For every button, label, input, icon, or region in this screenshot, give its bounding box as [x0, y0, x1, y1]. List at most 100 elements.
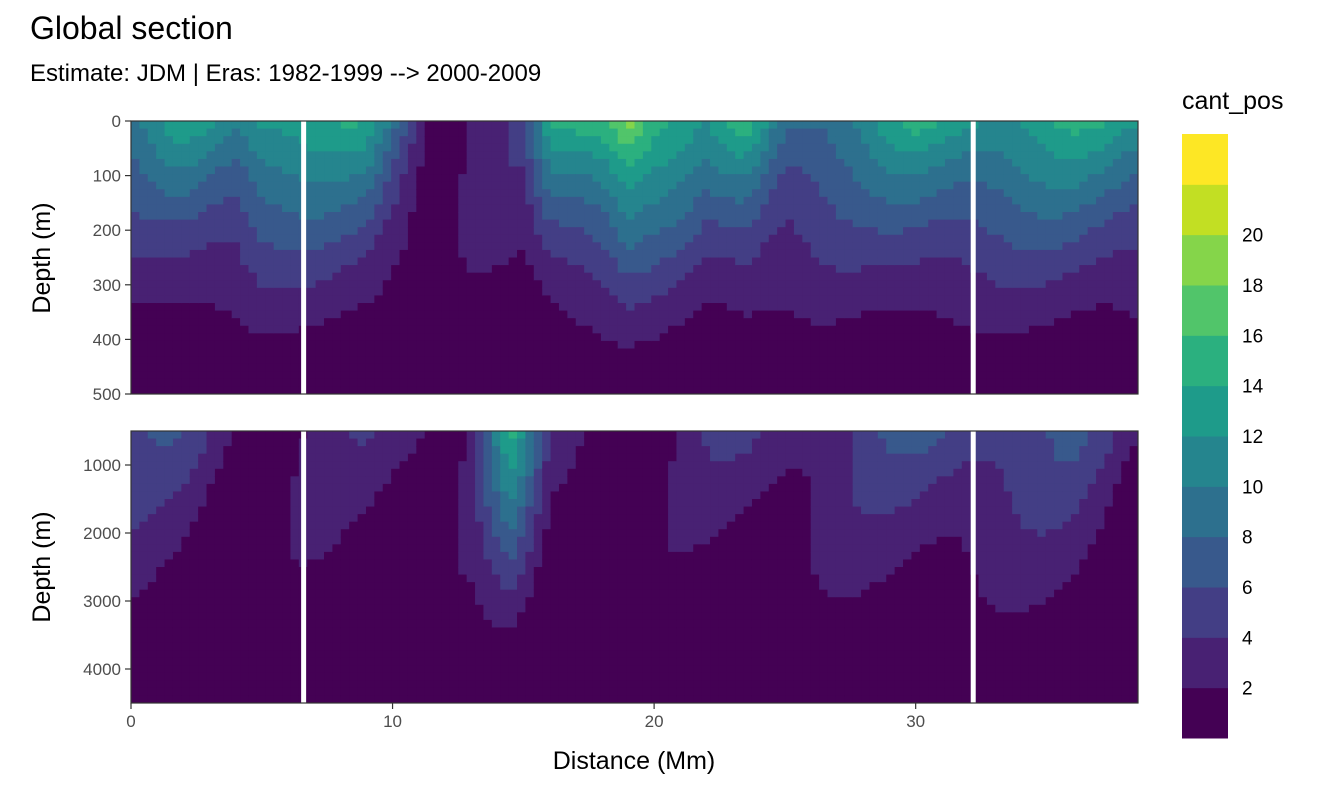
field-cell — [223, 249, 233, 259]
field-cell — [550, 287, 560, 297]
field-cell — [567, 280, 577, 289]
field-cell — [240, 204, 250, 213]
field-cell — [693, 136, 703, 145]
field-cell — [844, 287, 854, 297]
field-cell — [961, 227, 971, 236]
field-cell — [231, 340, 241, 350]
field-cell — [223, 265, 233, 274]
field-cell — [315, 204, 325, 213]
field-cell — [936, 204, 946, 213]
field-cell — [533, 128, 543, 137]
field-cell — [223, 514, 233, 523]
field-cell — [953, 310, 963, 319]
field-cell — [172, 121, 182, 130]
field-cell — [1079, 303, 1089, 312]
field-cell — [139, 695, 149, 703]
field-cell — [986, 128, 996, 137]
field-cell — [743, 272, 753, 281]
field-cell — [156, 529, 166, 538]
field-cell — [701, 143, 711, 152]
field-cell — [1121, 325, 1131, 334]
field-cell — [332, 295, 342, 304]
field-cell — [324, 325, 333, 334]
field-cell — [1129, 158, 1138, 168]
field-cell — [609, 325, 619, 334]
field-cell — [617, 136, 627, 145]
field-cell — [584, 378, 594, 388]
field-cell — [525, 121, 535, 130]
field-cell — [835, 325, 845, 334]
field-cell — [995, 189, 1005, 198]
field-cell — [517, 227, 527, 236]
field-cell — [290, 189, 300, 198]
field-cell — [626, 333, 636, 342]
field-cell — [542, 318, 552, 327]
field-cell — [810, 143, 820, 152]
field-cell — [164, 204, 174, 213]
field-cell — [710, 174, 720, 183]
field-cell — [877, 143, 887, 152]
field-cell — [231, 356, 241, 365]
field-cell — [1028, 257, 1038, 266]
field-cell — [861, 356, 871, 365]
field-cell — [374, 143, 384, 152]
field-cell — [156, 461, 166, 470]
field-cell — [273, 453, 283, 462]
field-cell — [533, 287, 543, 297]
field-cell — [517, 325, 527, 334]
field-cell — [634, 151, 644, 160]
field-cell — [1045, 386, 1055, 394]
field-cell — [1070, 340, 1080, 350]
field-cell — [743, 348, 753, 357]
field-cell — [223, 371, 233, 380]
field-cell — [575, 371, 585, 380]
field-cell — [147, 529, 157, 538]
field-cell — [265, 672, 275, 681]
field-cell — [231, 166, 241, 175]
field-cell — [827, 196, 837, 206]
field-cell — [483, 212, 493, 221]
field-cell — [156, 287, 166, 297]
field-cell — [668, 189, 678, 198]
field-cell — [189, 514, 199, 523]
field-cell — [953, 257, 963, 266]
field-cell — [777, 181, 787, 190]
field-cell — [256, 121, 266, 130]
field-cell — [802, 363, 812, 372]
field-cell — [181, 672, 191, 681]
field-cell — [449, 303, 459, 312]
field-cell — [324, 310, 333, 319]
field-cell — [827, 151, 837, 160]
field-cell — [172, 310, 182, 319]
field-cell — [810, 166, 820, 175]
field-cell — [290, 348, 300, 357]
field-cell — [768, 295, 778, 304]
field-cell — [147, 189, 157, 198]
field-cell — [340, 386, 350, 394]
field-cell — [651, 158, 661, 168]
field-cell — [600, 136, 610, 145]
field-cell — [416, 363, 426, 372]
field-cell — [1087, 121, 1097, 130]
field-cell — [760, 348, 770, 357]
field-cell — [743, 227, 753, 236]
field-cell — [894, 227, 904, 236]
field-cell — [1037, 181, 1047, 190]
field-cell — [256, 635, 266, 644]
field-cell — [575, 318, 585, 327]
field-cell — [844, 272, 854, 281]
field-cell — [265, 166, 275, 175]
field-cell — [248, 158, 258, 168]
field-cell — [475, 181, 485, 190]
field-cell — [777, 212, 787, 221]
field-cell — [903, 363, 913, 372]
field-cell — [936, 181, 946, 190]
field-cell — [634, 249, 644, 259]
field-cell — [634, 287, 644, 297]
field-cell — [382, 280, 392, 289]
field-cell — [659, 227, 669, 236]
field-cell — [340, 136, 350, 145]
field-cell — [668, 280, 678, 289]
field-cell — [827, 128, 837, 137]
field-cell — [307, 356, 317, 365]
